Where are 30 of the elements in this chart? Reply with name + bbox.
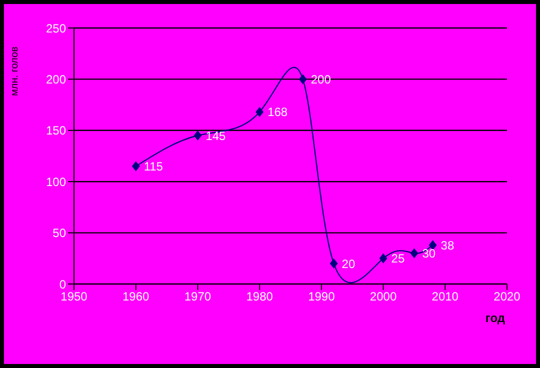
x-tick-label: 1960 [122,290,150,304]
point [132,161,140,172]
y-tick-label: 50 [52,226,66,240]
x-tick-label: 1990 [308,290,336,304]
point [379,253,388,264]
point [410,248,418,258]
x-tick-label: 2020 [494,290,521,304]
x-tick-label: 2000 [370,290,397,304]
point [256,106,264,117]
y-tick-label: 150 [46,124,66,138]
data-label: 25 [391,252,405,266]
data-label: 115 [144,160,164,174]
data-label: 20 [342,256,356,271]
y-tick-label: 200 [46,72,66,86]
y-tick-label: 0 [59,277,66,292]
x-tick-label: 1950 [60,290,88,304]
x-axis-title: год [485,311,506,325]
x-tick-label: 1970 [184,290,212,304]
data-label: 38 [440,238,454,252]
x-tick-label: 2010 [432,290,459,304]
y-tick-label: 100 [46,174,66,189]
y-axis-title: млн. голов [10,46,21,96]
point [194,130,202,141]
data-label: 145 [206,128,226,143]
point [330,258,338,269]
data-label: 30 [422,246,436,261]
y-tick-label: 250 [46,21,66,36]
data-label: 168 [268,105,288,120]
x-tick-label: 1980 [246,290,274,304]
point [298,74,307,84]
